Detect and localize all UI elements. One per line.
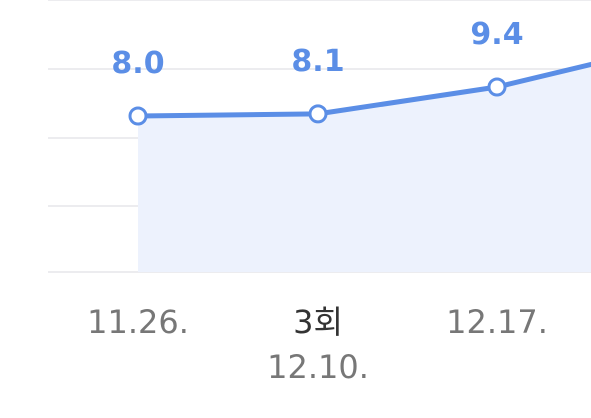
x-tick-label: 12.17. [446,303,548,341]
value-label: 8.1 [291,44,344,79]
area-fill [138,64,591,272]
value-label: 9.4 [470,17,523,52]
value-labels: 8.0 8.1 9.4 [111,17,523,81]
series-line [137,61,591,119]
x-tick-label: 12.10. [267,348,369,386]
episode-label: 3회 [293,303,343,341]
data-point [487,77,507,97]
data-point [308,104,328,124]
value-label: 8.0 [111,46,164,81]
x-tick-labels: 11.26. 3회 12.10. 12.17. [87,303,548,386]
x-tick-label: 11.26. [87,303,189,341]
data-point [128,106,148,126]
data-points [128,77,507,126]
